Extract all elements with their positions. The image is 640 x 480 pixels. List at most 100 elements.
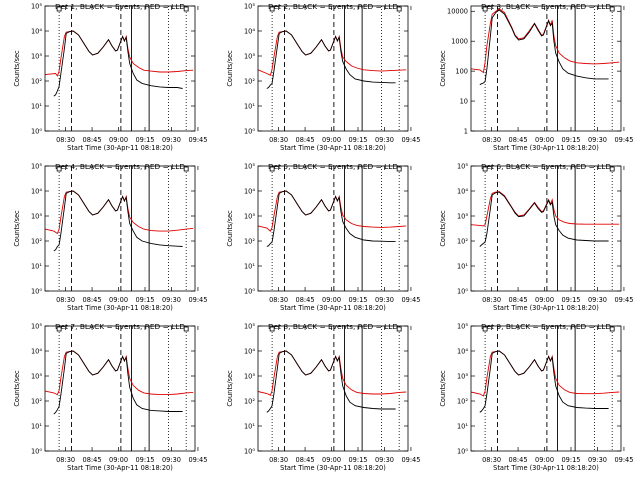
x-tick-label: 08:30 <box>482 296 501 304</box>
x-tick-label: 08:45 <box>509 456 528 464</box>
y-tick-label: 10³ <box>31 212 42 220</box>
marker-start <box>56 6 62 12</box>
marker-end <box>609 166 615 172</box>
y-tick-label: 10⁵ <box>31 162 42 170</box>
y-axis-label: Counts/sec <box>439 210 447 247</box>
series-events <box>53 190 183 252</box>
x-tick-label: 09:30 <box>162 136 181 144</box>
plot-frame <box>257 5 409 132</box>
series-lld <box>257 190 407 232</box>
x-tick-label: 08:45 <box>509 296 528 304</box>
panel-title: Det 3, BLACK = Events, RED = LLD <box>481 2 611 11</box>
y-tick-label: 10⁰ <box>31 287 42 295</box>
marker-end <box>609 326 615 332</box>
y-tick-label: 10¹ <box>31 422 42 430</box>
x-tick-label: 09:15 <box>348 136 367 144</box>
x-tick-label: 09:45 <box>401 296 420 304</box>
y-tick-label: 10³ <box>244 52 255 60</box>
y-tick-label: 10² <box>457 397 468 405</box>
y-tick-label: 10² <box>244 237 255 245</box>
x-tick-label: 09:15 <box>135 296 154 304</box>
y-tick-label: 10⁴ <box>244 27 255 35</box>
series-lld <box>44 30 194 77</box>
x-axis-label: Start Time (30-Apr-11 08:18:20) <box>280 464 386 472</box>
x-axis-label: Start Time (30-Apr-11 08:18:20) <box>493 144 599 152</box>
y-axis-label: Counts/sec <box>226 50 234 87</box>
x-tick-label: 09:30 <box>375 136 394 144</box>
marker-start <box>269 6 275 12</box>
marker-start <box>56 326 62 332</box>
panel-title: Det 2, BLACK = Events, RED = LLD <box>268 2 398 11</box>
x-tick-label: 09:30 <box>162 456 181 464</box>
y-tick-label: 10⁰ <box>244 447 255 455</box>
x-tick-label: 09:00 <box>535 136 554 144</box>
panel-8: Det 8, BLACK = Events, RED = LLD 10⁰ 10¹ 10… <box>226 322 420 472</box>
series-lld <box>257 350 407 396</box>
x-tick-label: 09:00 <box>109 456 128 464</box>
x-tick-label: 08:45 <box>296 296 315 304</box>
x-tick-label: 09:15 <box>135 136 154 144</box>
y-tick-label: 10² <box>457 237 468 245</box>
y-tick-label: 10¹ <box>457 422 468 430</box>
x-tick-label: 08:45 <box>83 136 102 144</box>
x-tick-label: 08:45 <box>509 136 528 144</box>
marker-start <box>482 6 488 12</box>
y-tick-label: 10⁰ <box>244 127 255 135</box>
panel-3: Det 3, BLACK = Events, RED = LLD 1 10 100 10… <box>439 2 633 152</box>
y-tick-label: 10³ <box>31 372 42 380</box>
x-tick-label: 08:45 <box>296 136 315 144</box>
y-tick-label: 100 <box>455 67 468 75</box>
x-axis-label: Start Time (30-Apr-11 08:18:20) <box>67 304 173 312</box>
y-tick-label: 10⁴ <box>31 347 42 355</box>
y-tick-label: 10⁰ <box>457 287 468 295</box>
x-tick-label: 09:30 <box>588 456 607 464</box>
series-events <box>479 191 609 247</box>
panel-title: Det 7, BLACK = Events, RED = LLD <box>55 322 185 331</box>
series-events <box>266 190 396 247</box>
y-tick-label: 10³ <box>31 52 42 60</box>
y-axis-label: Counts/sec <box>226 210 234 247</box>
x-tick-label: 09:30 <box>375 296 394 304</box>
x-axis-label: Start Time (30-Apr-11 08:18:20) <box>67 144 173 152</box>
y-tick-label: 10² <box>31 77 42 85</box>
y-tick-label: 10⁰ <box>244 287 255 295</box>
y-tick-label: 10³ <box>457 212 468 220</box>
x-tick-label: 09:00 <box>109 136 128 144</box>
y-tick-label: 10⁵ <box>457 162 468 170</box>
x-axis-label: Start Time (30-Apr-11 08:18:20) <box>493 464 599 472</box>
x-tick-label: 09:00 <box>109 296 128 304</box>
y-tick-label: 10⁰ <box>31 127 42 135</box>
x-axis-label: Start Time (30-Apr-11 08:18:20) <box>493 304 599 312</box>
y-tick-label: 10¹ <box>457 262 468 270</box>
y-tick-label: 10⁴ <box>457 187 468 195</box>
series-events <box>479 9 609 86</box>
panel-5: Det 5, BLACK = Events, RED = LLD 10⁰ 10¹ 10… <box>226 162 420 312</box>
x-tick-label: 09:45 <box>401 136 420 144</box>
plot-frame <box>44 325 196 452</box>
y-tick-label: 10⁰ <box>457 447 468 455</box>
marker-end <box>183 326 189 332</box>
panel-title: Det 8, BLACK = Events, RED = LLD <box>268 322 398 331</box>
marker-end <box>396 166 402 172</box>
y-tick-label: 1000 <box>451 38 468 46</box>
x-tick-label: 08:30 <box>56 136 75 144</box>
y-tick-label: 10⁴ <box>457 347 468 355</box>
marker-start <box>482 166 488 172</box>
x-tick-label: 08:30 <box>56 456 75 464</box>
y-tick-label: 10⁴ <box>244 347 255 355</box>
x-tick-label: 09:45 <box>188 136 207 144</box>
x-tick-label: 09:30 <box>588 296 607 304</box>
x-tick-label: 08:30 <box>269 296 288 304</box>
y-tick-label: 10⁴ <box>31 27 42 35</box>
y-tick-label: 10⁴ <box>244 187 255 195</box>
panel-2: Det 2, BLACK = Events, RED = LLD 10⁰ 10¹ 10… <box>226 2 420 152</box>
x-tick-label: 09:00 <box>535 456 554 464</box>
series-lld <box>470 350 620 397</box>
y-tick-label: 10¹ <box>244 102 255 110</box>
panel-9: Det 9, BLACK = Events, RED = LLD 10⁰ 10¹ 10… <box>439 322 633 472</box>
panel-4: Det 4, BLACK = Events, RED = LLD 10⁰ 10¹ 10… <box>13 162 207 312</box>
x-tick-label: 09:15 <box>561 456 580 464</box>
y-tick-label: 10⁵ <box>244 322 255 330</box>
series-lld <box>470 8 620 74</box>
